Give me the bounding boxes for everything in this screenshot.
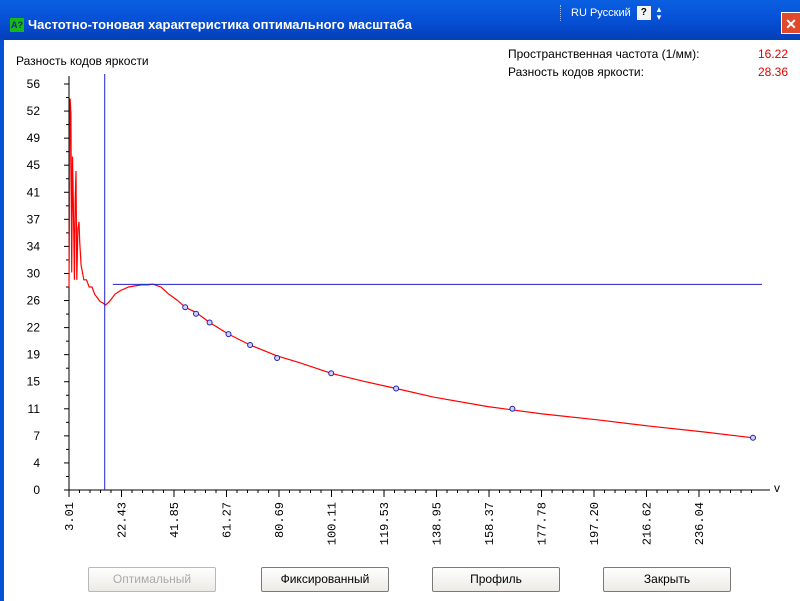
window-frame (0, 40, 4, 601)
y-tick-label: 26 (27, 294, 41, 308)
language-bar-grip[interactable] (560, 5, 567, 21)
x-tick-label: 119.53 (378, 502, 392, 545)
x-tick-label: 236.04 (693, 502, 707, 545)
y-tick-label: 22 (27, 321, 41, 335)
y-tick-label: 11 (28, 402, 41, 416)
y-tick-label: 37 (27, 212, 41, 226)
difference-value: 28.36 (758, 65, 789, 79)
close-button[interactable]: Закрыть (603, 567, 731, 592)
y-axis-label: Разность кодов яркости (16, 54, 149, 68)
response-curve (68, 98, 754, 439)
y-tick-label: 45 (27, 158, 41, 172)
x-tick-label: 41.85 (168, 502, 182, 538)
frequency-label: Пространственная частота (1/мм): (508, 47, 700, 61)
y-tick-label: 0 (33, 483, 40, 497)
y-tick-label: 4 (33, 456, 40, 470)
x-tick-label: 197.20 (588, 502, 602, 545)
frequency-value: 16.22 (758, 47, 789, 61)
window-title: Частотно-тоновая характеристика оптималь… (28, 17, 412, 32)
data-point (328, 370, 335, 377)
x-tick-label: 22.43 (116, 502, 130, 538)
y-tick-label: 41 (27, 185, 41, 199)
y-tick-label: 19 (27, 348, 41, 362)
x-tick-label: 80.69 (273, 502, 287, 538)
profile-button[interactable]: Профиль (432, 567, 560, 592)
chevron-icon[interactable]: ▴ ▾ (656, 4, 662, 22)
difference-label: Разность кодов яркости: (508, 65, 644, 79)
data-point (750, 434, 756, 441)
data-point (274, 355, 281, 361)
data-point (193, 310, 199, 317)
x-tick-label: 158.37 (483, 502, 497, 545)
fixed-button[interactable]: Фиксированный (261, 567, 389, 592)
data-point (225, 331, 232, 338)
x-axis-label: v (774, 481, 780, 495)
y-tick-label: 52 (27, 104, 41, 118)
data-point (247, 342, 254, 348)
language-indicator[interactable]: RU Русский (571, 7, 631, 19)
x-tick-label: 177.78 (535, 502, 549, 545)
data-point (393, 385, 400, 392)
client-area (4, 40, 800, 601)
title-bar[interactable]: A? Частотно-тоновая характеристика оптим… (0, 0, 800, 40)
y-tick-label: 15 (27, 375, 41, 389)
y-tick-label: 30 (27, 266, 41, 280)
y-tick-label: 7 (33, 429, 40, 443)
close-window-button[interactable]: ✕ (781, 12, 800, 34)
data-point (182, 304, 189, 311)
x-tick-label: 61.27 (221, 502, 235, 538)
language-bar[interactable]: RU Русский ? ▴ ▾ (560, 2, 661, 24)
y-tick-label: 49 (27, 131, 41, 145)
x-tick-label: 3.01 (63, 502, 77, 531)
data-point (509, 405, 516, 412)
data-point (206, 319, 213, 326)
x-tick-label: 100.11 (326, 502, 340, 545)
app-icon: A? (10, 18, 24, 32)
x-tick-label: 216.62 (641, 502, 655, 545)
x-tick-label: 138.95 (431, 502, 445, 545)
optimal-button[interactable]: Оптимальный (88, 567, 216, 592)
y-tick-label: 56 (27, 77, 41, 91)
help-icon[interactable]: ? (636, 6, 651, 20)
y-tick-label: 34 (27, 239, 41, 253)
